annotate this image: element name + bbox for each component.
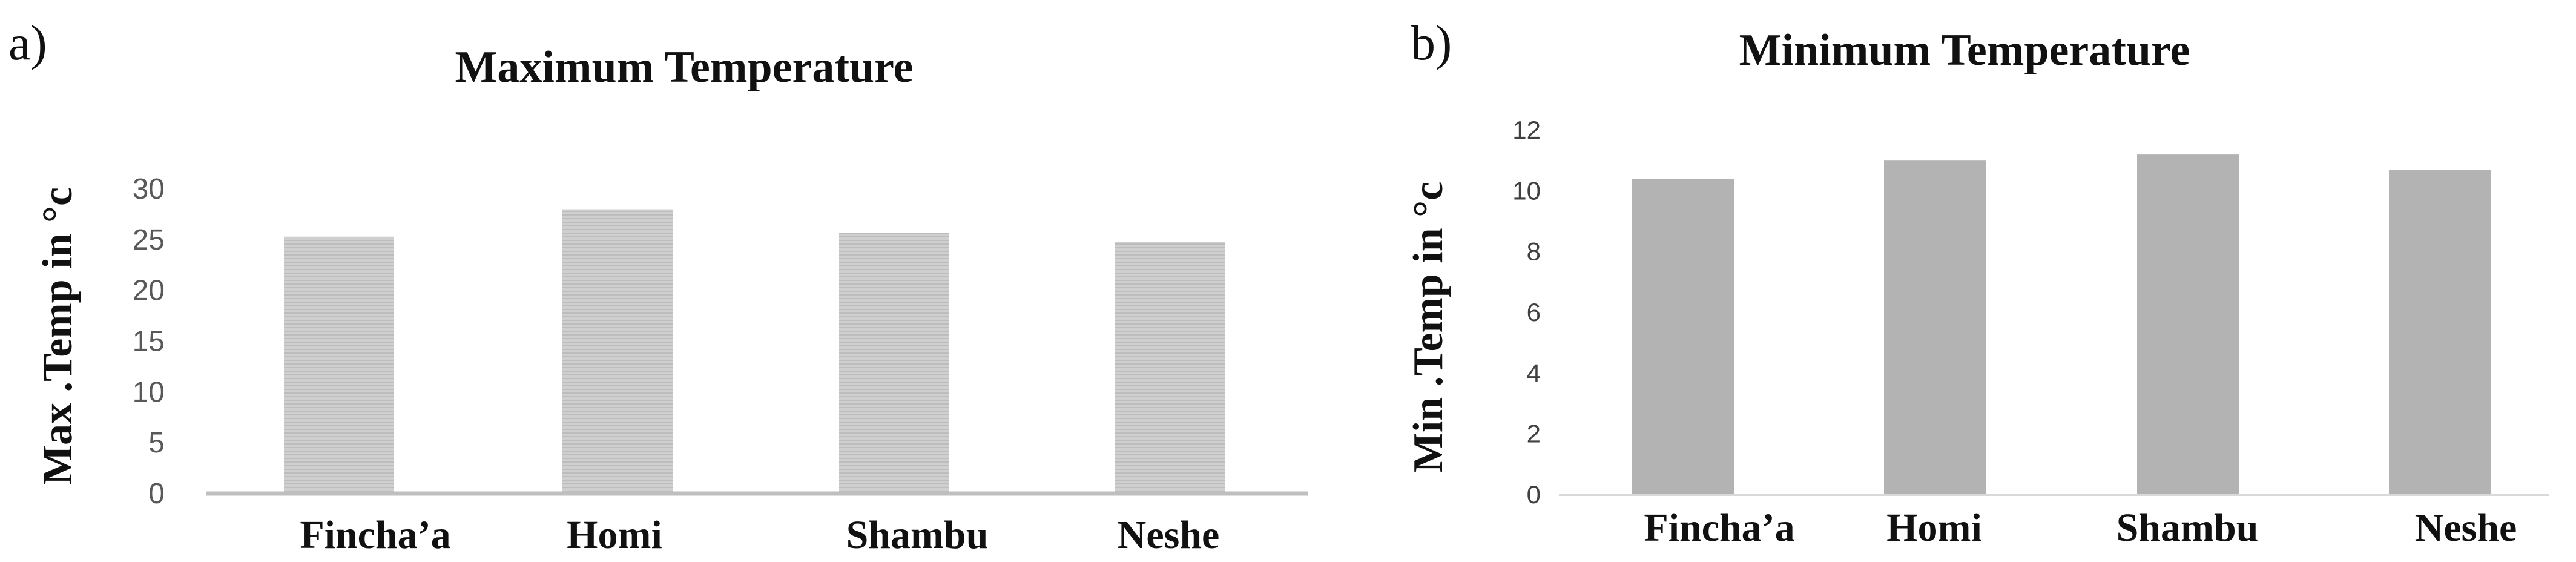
chart-title: Maximum Temperature xyxy=(455,42,913,92)
y-tick-label: 12 xyxy=(1512,116,1541,144)
x-category-label: Neshe xyxy=(1118,513,1220,557)
bar-shambu xyxy=(839,233,949,494)
y-tick-label: 8 xyxy=(1527,237,1541,266)
x-category-label: Shambu xyxy=(846,513,989,557)
y-tick-label: 30 xyxy=(133,173,165,205)
y-tick-label: 15 xyxy=(133,326,165,358)
x-category-label: Homi xyxy=(567,513,662,557)
y-axis-title: Min .Temp in °c xyxy=(1405,182,1452,472)
panel-label-a: a) xyxy=(8,15,47,70)
y-tick-label: 0 xyxy=(1527,480,1541,509)
panel-label-b: b) xyxy=(1411,15,1452,70)
chart-title: Minimum Temperature xyxy=(1739,25,2190,75)
y-tick-label: 0 xyxy=(148,478,165,510)
bar-neshe xyxy=(2389,170,2491,495)
x-category-label: Homi xyxy=(1886,506,1982,550)
bar-shambu xyxy=(2137,154,2239,495)
y-tick-label: 20 xyxy=(133,275,165,307)
y-tick-label: 25 xyxy=(133,224,165,256)
y-tick-label: 10 xyxy=(1512,176,1541,205)
x-category-label: Fincha’a xyxy=(300,513,450,557)
x-category-label: Fincha’a xyxy=(1644,506,1794,550)
y-tick-label: 2 xyxy=(1527,420,1541,448)
y-tick-label: 10 xyxy=(133,376,165,408)
y-tick-label: 4 xyxy=(1527,359,1541,387)
bar-neshe xyxy=(1115,242,1225,494)
y-axis-title: Max .Temp in °c xyxy=(35,187,81,485)
bar-finchaa xyxy=(1632,179,1734,495)
chart-max-temperature: Maximum Temperature Max .Temp in °c 0 5 10… xyxy=(35,42,1308,557)
x-category-label: Shambu xyxy=(2116,506,2259,550)
y-tick-label: 6 xyxy=(1527,298,1541,326)
chart-min-temperature: Minimum Temperature Min .Temp in °c 0 2 4 6… xyxy=(1405,25,2549,550)
bar-homi xyxy=(562,209,673,494)
x-category-label: Neshe xyxy=(2415,506,2517,550)
bar-homi xyxy=(1884,160,1986,495)
bar-finchaa xyxy=(284,236,394,494)
y-tick-label: 5 xyxy=(148,427,165,459)
